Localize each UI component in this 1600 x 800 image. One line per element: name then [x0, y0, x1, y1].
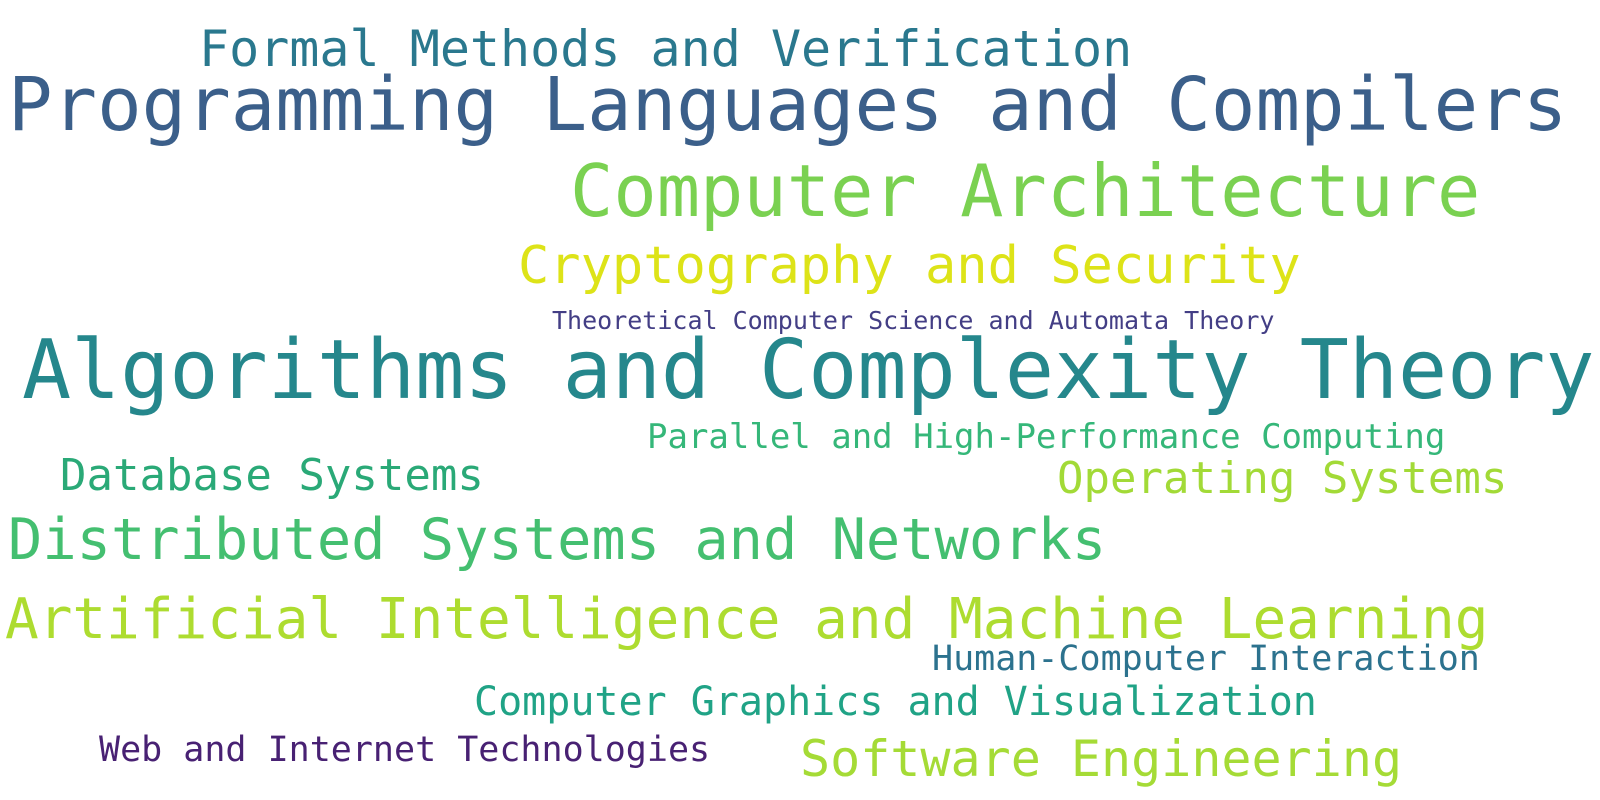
- word-web-technologies: Web and Internet Technologies: [99, 730, 711, 770]
- word-cryptography: Cryptography and Security: [518, 236, 1301, 296]
- word-database-systems: Database Systems: [60, 450, 484, 501]
- word-distributed-systems: Distributed Systems and Networks: [8, 507, 1107, 573]
- word-formal-methods: Formal Methods and Verification: [199, 20, 1133, 78]
- word-computer-graphics: Computer Graphics and Visualization: [474, 679, 1317, 725]
- word-hci: Human-Computer Interaction: [932, 639, 1480, 679]
- word-programming-languages: Programming Languages and Compilers: [8, 62, 1568, 148]
- word-algorithms: Algorithms and Complexity Theory: [22, 323, 1595, 418]
- word-parallel-computing: Parallel and High-Performance Computing: [647, 417, 1446, 457]
- word-ai-ml: Artificial Intelligence and Machine Lear…: [5, 587, 1489, 652]
- word-operating-systems: Operating Systems: [1057, 453, 1508, 504]
- word-computer-architecture: Computer Architecture: [570, 149, 1481, 233]
- word-software-engineering: Software Engineering: [800, 730, 1403, 788]
- word-theoretical-cs: Theoretical Computer Science and Automat…: [552, 306, 1275, 335]
